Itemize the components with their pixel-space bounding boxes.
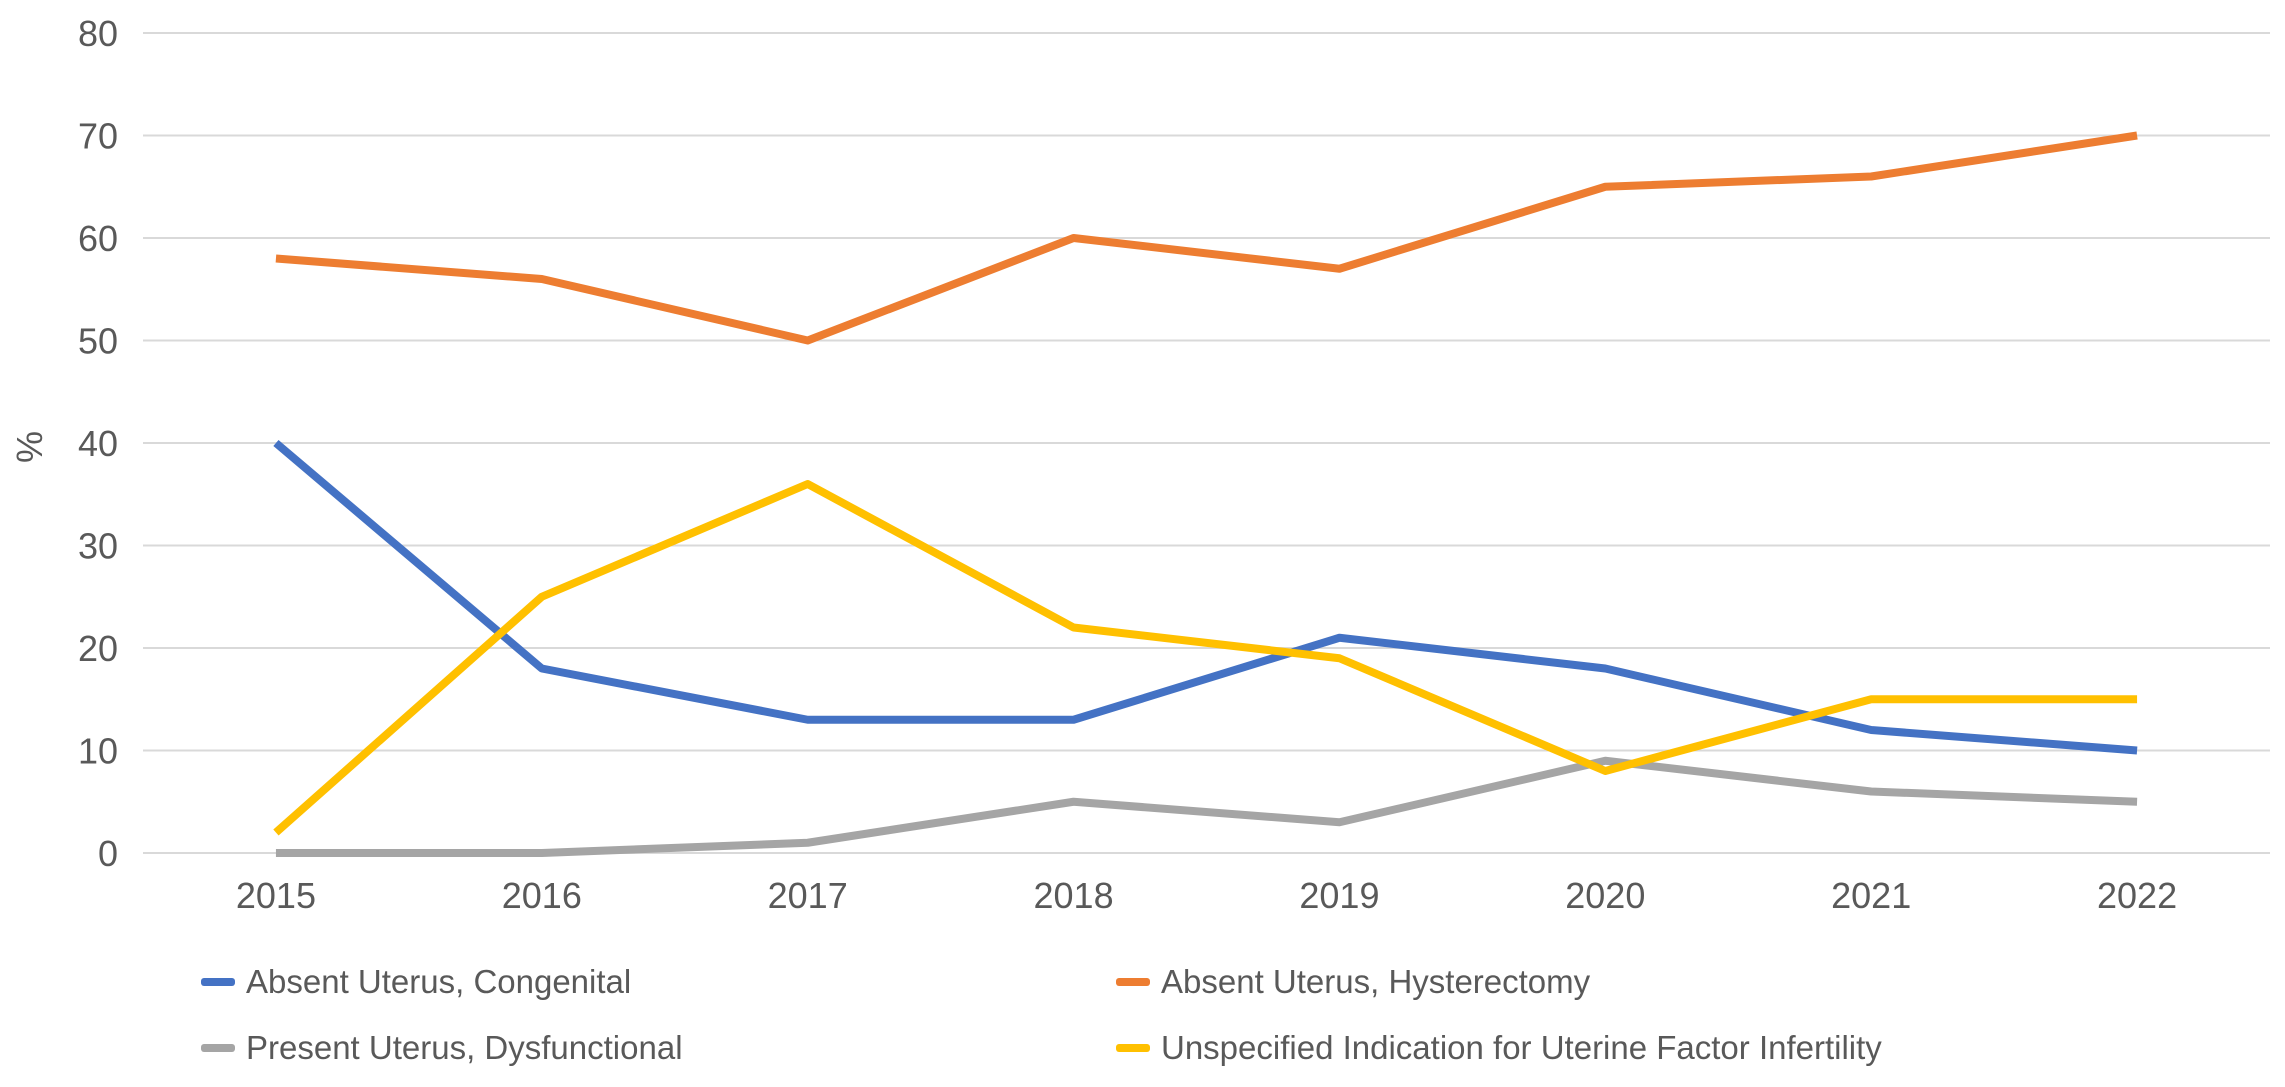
y-tick-label: 10: [78, 731, 118, 772]
x-tick-label: 2021: [1831, 875, 1911, 916]
y-tick-label: 30: [78, 526, 118, 567]
y-tick-label: 50: [78, 321, 118, 362]
y-axis-title: %: [9, 431, 50, 464]
x-tick-label: 2015: [236, 875, 316, 916]
series-line-1: [275, 131, 2138, 345]
x-tick-label: 2019: [1299, 875, 1379, 916]
x-tick-label: 2022: [2097, 875, 2177, 916]
y-tick-label: 70: [78, 116, 118, 157]
y-tick-label: 20: [78, 628, 118, 669]
x-tick-label: 2018: [1034, 875, 1114, 916]
series-line-2: [275, 756, 2138, 857]
x-tick-label: 2016: [502, 875, 582, 916]
y-tick-label: 0: [98, 833, 118, 874]
series-line-3: [273, 480, 2138, 836]
x-tick-label: 2017: [768, 875, 848, 916]
y-tick-label: 80: [78, 13, 118, 54]
series-line-0: [273, 439, 2138, 755]
y-tick-label: 60: [78, 218, 118, 259]
y-tick-label: 40: [78, 423, 118, 464]
x-tick-label: 2020: [1565, 875, 1645, 916]
